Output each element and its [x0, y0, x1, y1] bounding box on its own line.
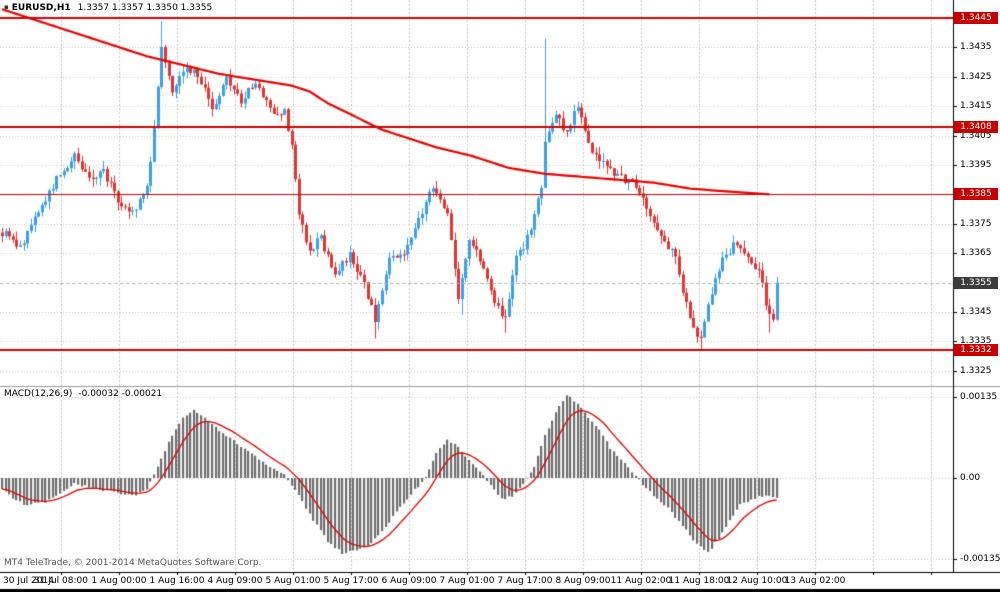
level-price-badge[interactable]: 1.3408: [954, 120, 998, 133]
current-price-badge: 1.3355: [954, 276, 998, 289]
symbol-ohlc-label: ▪ EURUSD,H1 1.3357 1.3357 1.3350 1.3355: [4, 3, 212, 13]
chart-marker-icon: ▪: [4, 3, 9, 11]
copyright-label: MT4 TeleTrade, © 2001-2014 MetaQuotes So…: [4, 558, 262, 568]
level-price-badge[interactable]: 1.3385: [954, 188, 998, 201]
macd-name-label: MACD(12,26,9): [4, 389, 73, 399]
ohlc-values-label: 1.3357 1.3357 1.3350 1.3355: [77, 3, 213, 13]
symbol-period-label: EURUSD,H1: [11, 3, 71, 13]
level-price-badge[interactable]: 1.3332: [954, 344, 998, 357]
level-price-badge[interactable]: 1.3445: [954, 12, 998, 24]
macd-values-label: -0.00032 -0.00021: [78, 389, 163, 399]
macd-indicator-label: MACD(12,26,9) -0.00032 -0.00021: [4, 389, 162, 399]
